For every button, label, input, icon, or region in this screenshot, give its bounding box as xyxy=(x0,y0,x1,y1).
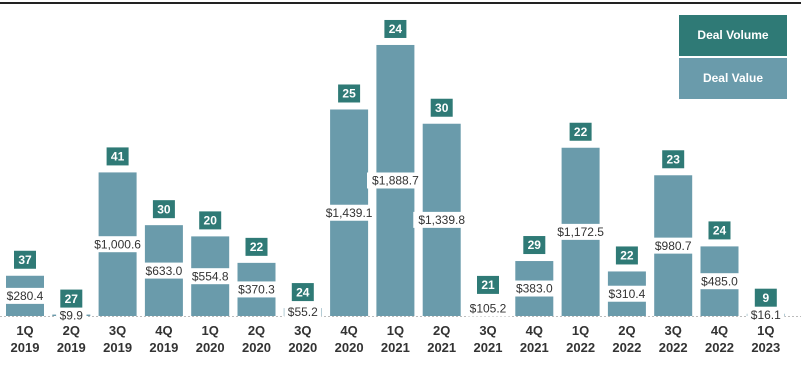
legend-swatch xyxy=(679,15,787,56)
legend-label: Deal Value xyxy=(703,71,763,85)
x-tick-label: 2Q 2020 xyxy=(242,323,271,355)
legend-swatch xyxy=(679,58,787,99)
value-label: $55.2 xyxy=(288,305,318,319)
x-tick-label: 2Q 2019 xyxy=(56,323,86,355)
volume-box xyxy=(152,200,175,219)
value-label-box xyxy=(142,262,186,279)
value-label-box xyxy=(320,204,378,221)
value-label-box xyxy=(651,237,695,254)
value-label: $280.4 xyxy=(7,289,44,303)
x-tick-label: 2Q 2022 xyxy=(612,323,642,355)
volume-label: 22 xyxy=(574,125,588,139)
value-label: $1,439.1 xyxy=(326,206,373,220)
volume-box xyxy=(662,150,685,169)
x-tick-label: 1Q 2022 xyxy=(566,323,596,355)
value-label-box xyxy=(466,300,510,317)
volume-label: 25 xyxy=(342,87,356,101)
value-label: $1,172.5 xyxy=(557,225,604,239)
x-tick-label: 3Q 2019 xyxy=(103,323,133,355)
value-label: $310.4 xyxy=(609,287,646,301)
volume-label: 20 xyxy=(204,214,218,228)
volume-box xyxy=(291,283,314,302)
volume-box xyxy=(106,147,129,166)
value-label: $1,339.8 xyxy=(418,213,465,227)
x-tick-label: 4Q 2022 xyxy=(705,323,734,355)
volume-box xyxy=(199,211,222,230)
volume-box xyxy=(245,237,268,256)
volume-label: 27 xyxy=(65,292,79,306)
volume-box xyxy=(754,288,777,307)
volume-label: 37 xyxy=(18,253,32,267)
volume-label: 30 xyxy=(435,101,449,115)
volume-label: 23 xyxy=(667,152,681,166)
value-label: $370.3 xyxy=(238,283,275,297)
volume-label: 22 xyxy=(620,249,634,263)
volume-box xyxy=(60,289,83,308)
volume-label: 24 xyxy=(389,22,403,36)
volume-label: 21 xyxy=(481,278,495,292)
volume-label: 30 xyxy=(157,202,171,216)
value-label: $554.8 xyxy=(192,269,229,283)
volume-label: 41 xyxy=(111,150,125,164)
x-tick-label: 2Q 2021 xyxy=(427,323,457,355)
volume-box xyxy=(14,250,36,269)
volume-label: 24 xyxy=(713,224,727,238)
value-label-box xyxy=(605,285,649,302)
value-label-box xyxy=(552,223,609,240)
x-tick-label: 3Q 2021 xyxy=(473,323,503,355)
volume-label: 9 xyxy=(762,291,769,305)
x-tick-label: 3Q 2020 xyxy=(288,323,318,355)
value-label: $105.2 xyxy=(470,302,507,316)
value-label-box xyxy=(56,307,87,324)
value-label-box xyxy=(234,281,279,298)
value-label: $1,000.6 xyxy=(94,237,141,251)
volume-box xyxy=(615,246,638,265)
x-tick-label: 4Q 2019 xyxy=(149,323,179,355)
volume-box xyxy=(338,84,361,103)
x-tick-label: 1Q 2021 xyxy=(380,323,410,355)
value-label-box xyxy=(188,268,232,285)
value-label: $633.0 xyxy=(146,264,183,278)
volume-box xyxy=(477,275,499,294)
volume-label: 29 xyxy=(528,238,542,252)
x-tick-label: 3Q 2022 xyxy=(658,323,688,355)
x-tick-label: 4Q 2021 xyxy=(519,323,549,355)
value-label-box xyxy=(367,172,424,189)
volume-box xyxy=(430,98,453,117)
volume-box xyxy=(569,122,592,141)
value-label-box xyxy=(89,236,146,253)
legend-label: Deal Volume xyxy=(697,28,768,42)
value-label-box xyxy=(697,273,742,290)
volume-box xyxy=(708,221,731,240)
value-label-box xyxy=(512,280,557,297)
value-label-box xyxy=(3,287,47,304)
value-label: $383.0 xyxy=(516,282,553,296)
value-label-box xyxy=(413,211,471,228)
volume-label: 22 xyxy=(250,240,264,254)
value-label: $1,888.7 xyxy=(372,174,419,188)
value-label: $16.1 xyxy=(751,308,781,322)
value-label: $980.7 xyxy=(655,239,692,253)
value-label: $9.9 xyxy=(60,308,84,322)
value-label: $485.0 xyxy=(701,274,738,288)
x-tick-label: 4Q 2020 xyxy=(334,323,364,355)
volume-label: 24 xyxy=(296,285,310,299)
volume-box xyxy=(384,19,407,38)
x-tick-label: 1Q 2023 xyxy=(751,323,781,355)
volume-box xyxy=(523,236,546,255)
value-label-box xyxy=(284,304,322,321)
x-tick-label: 1Q 2019 xyxy=(10,323,40,355)
x-tick-label: 1Q 2020 xyxy=(195,323,225,355)
value-label-box xyxy=(747,306,785,323)
